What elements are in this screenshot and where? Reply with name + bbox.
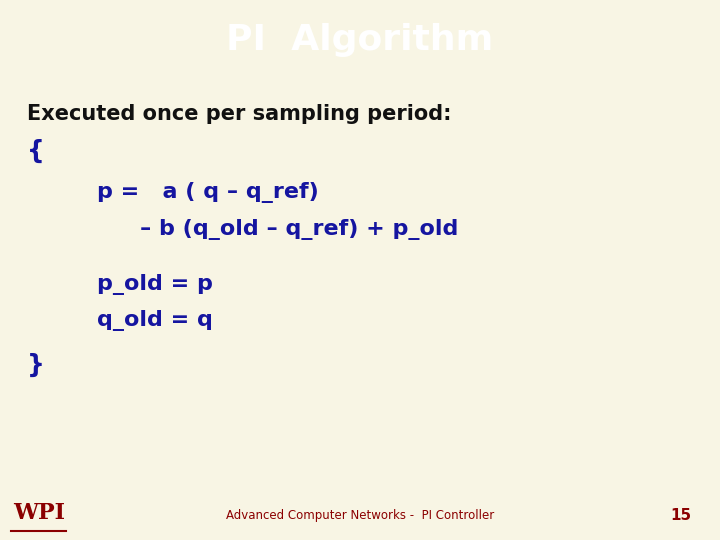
Text: q_old = q: q_old = q	[97, 310, 213, 331]
Text: p =   a ( q – q_ref): p = a ( q – q_ref)	[97, 182, 319, 203]
Text: p_old = p: p_old = p	[97, 274, 213, 295]
Text: WPI: WPI	[13, 502, 65, 524]
Text: PI  Algorithm: PI Algorithm	[226, 23, 494, 57]
Text: 15: 15	[670, 508, 691, 523]
Text: – b (q_old – q_ref) + p_old: – b (q_old – q_ref) + p_old	[140, 219, 459, 240]
Text: }: }	[27, 353, 45, 377]
Text: Executed once per sampling period:: Executed once per sampling period:	[27, 104, 452, 124]
Text: Advanced Computer Networks -  PI Controller: Advanced Computer Networks - PI Controll…	[226, 509, 494, 522]
Text: {: {	[27, 139, 45, 164]
